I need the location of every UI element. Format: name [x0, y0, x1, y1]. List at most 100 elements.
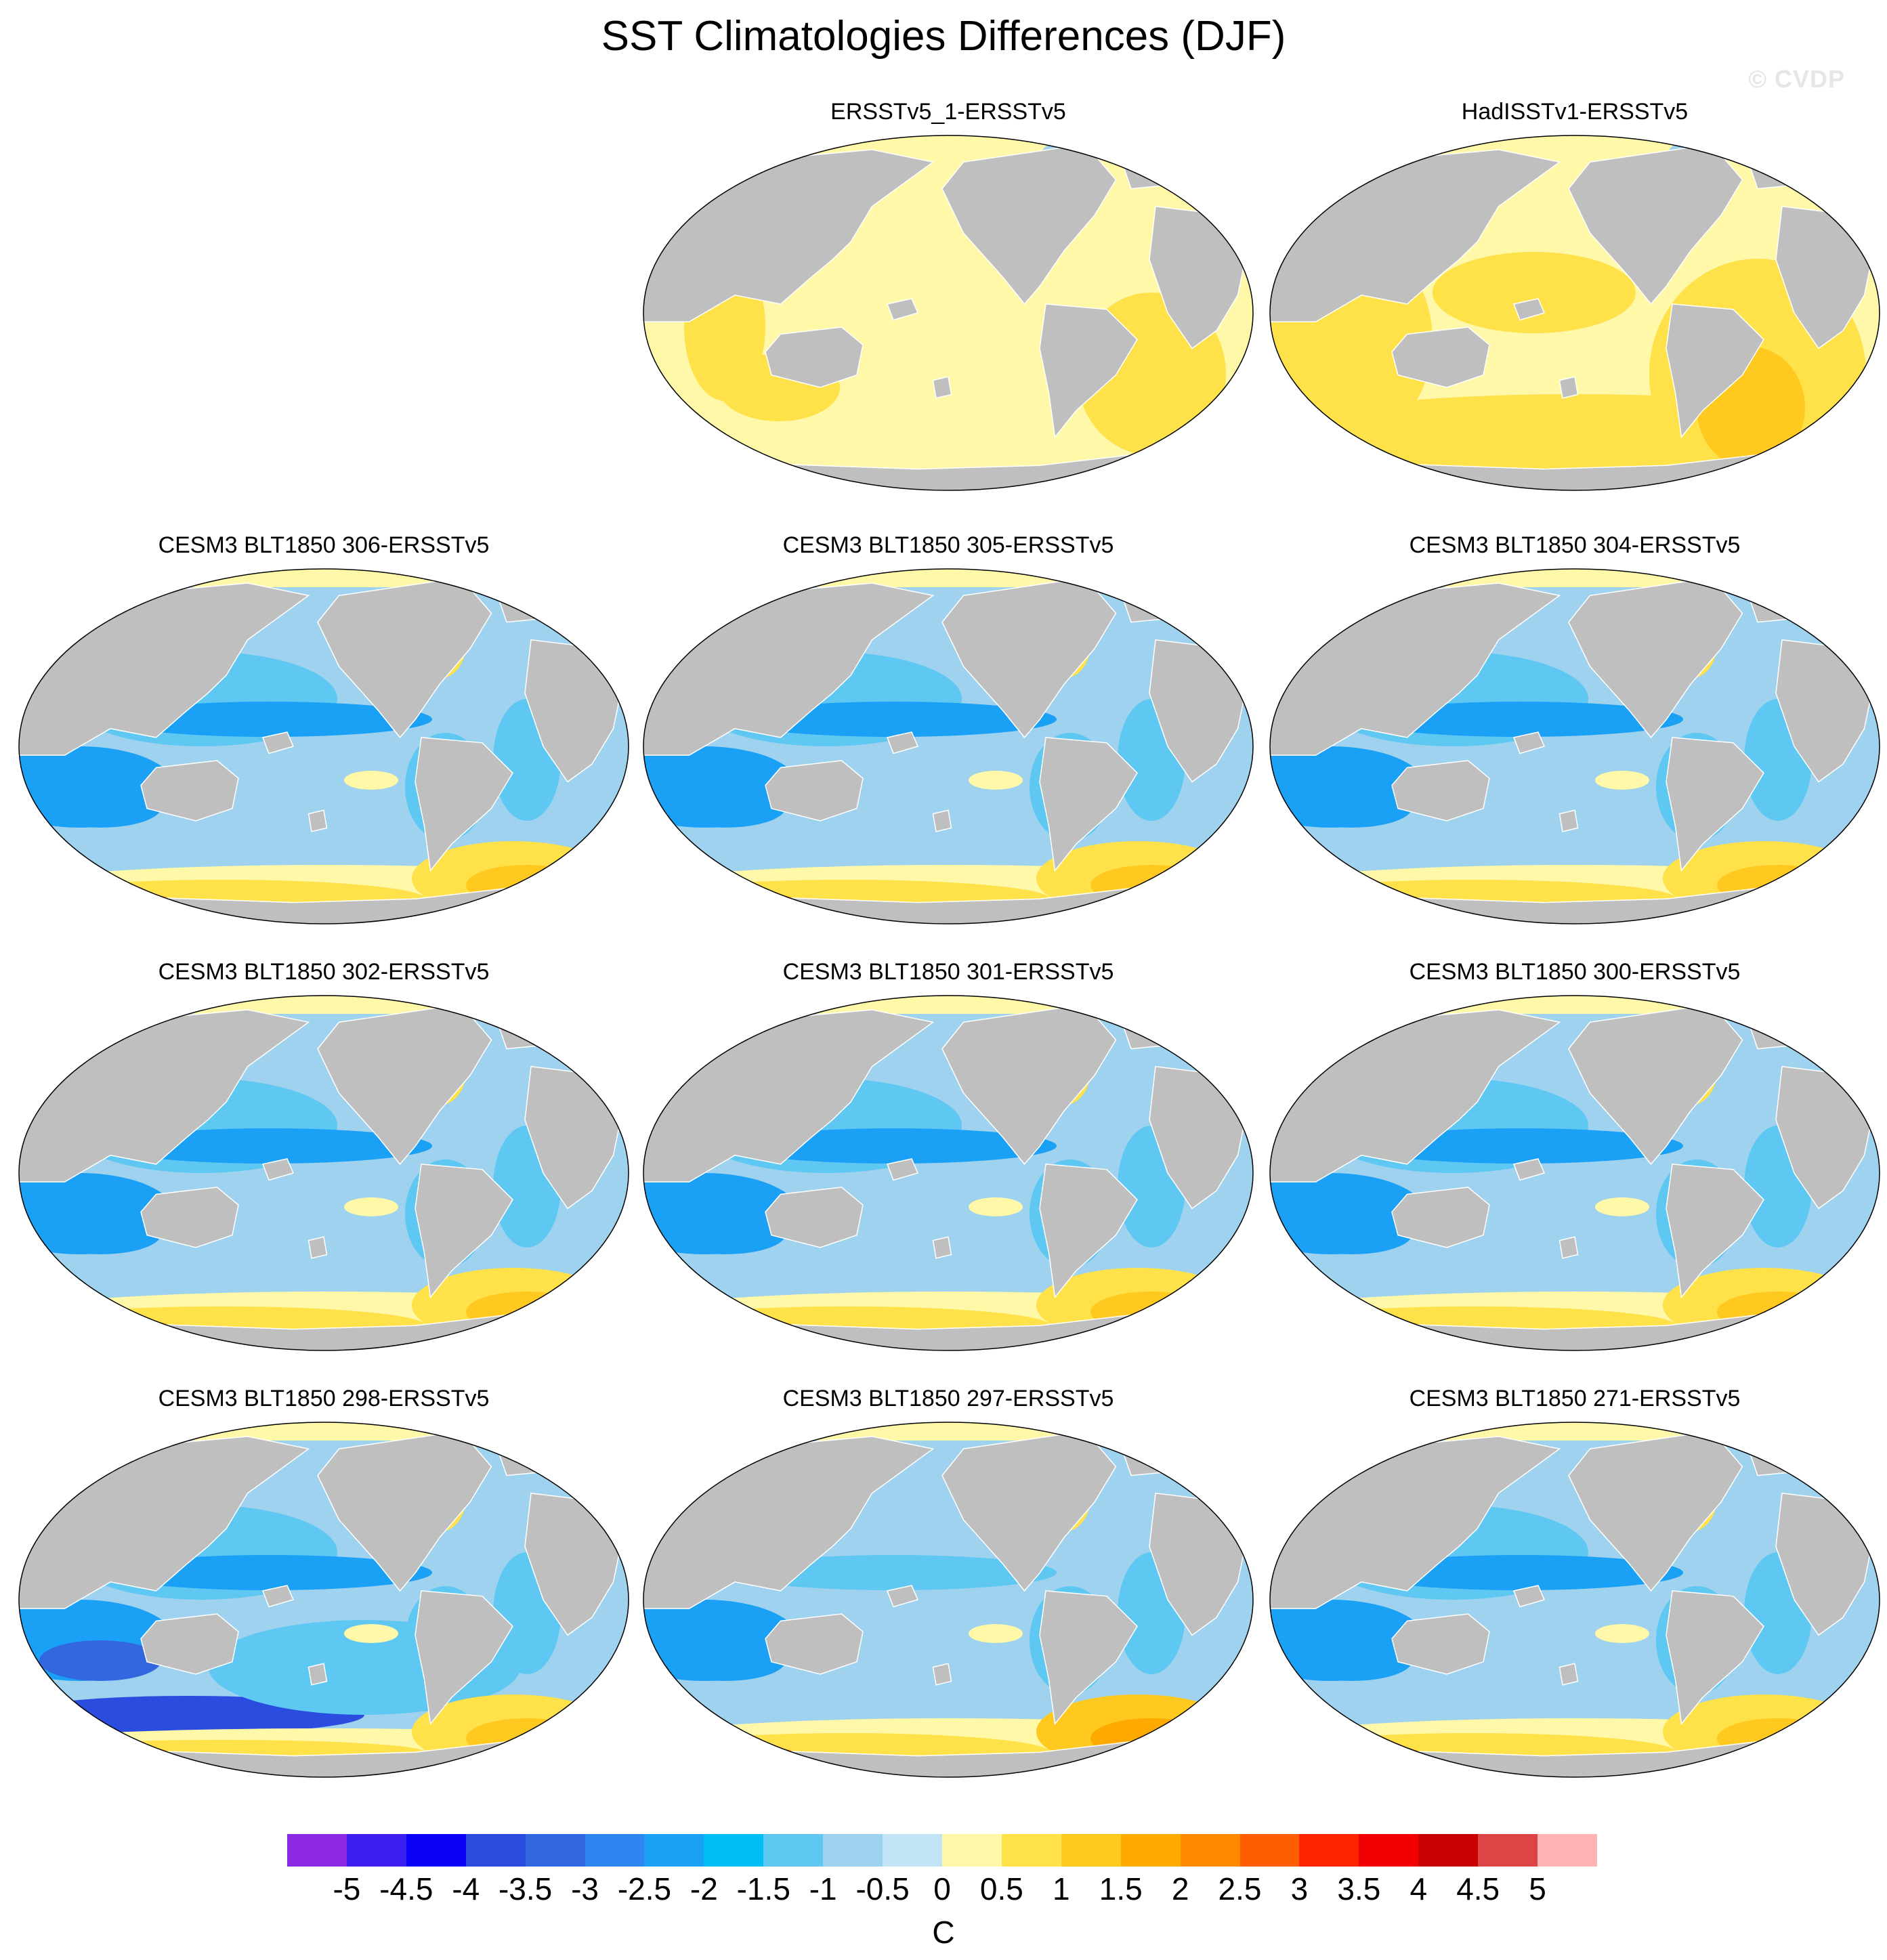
land-nz [932, 1663, 952, 1686]
land-australia [140, 760, 239, 822]
land-nz [1559, 1663, 1579, 1686]
sst-difference-map [643, 568, 1254, 924]
land-islands [1512, 1585, 1546, 1608]
panel-title: CESM3 BLT1850 304-ERSSTv5 [1409, 532, 1741, 558]
map-outline [1269, 1422, 1880, 1778]
colorbar-box [704, 1834, 764, 1867]
land-samerica [1039, 303, 1138, 439]
colorbar-tick-labels: -5 -4.5 -4 -3.5 -3 -2.5 -2 -1.5 -1 -0.5 0 0.5 1 1.5 2 2… [287, 1871, 1597, 1911]
panel-title: CESM3 BLT1850 302-ERSSTv5 [158, 959, 490, 985]
colorbar-box [1359, 1834, 1419, 1867]
colorbar-tick-label: -4.5 [379, 1871, 433, 1906]
land-islands [1512, 1158, 1546, 1181]
land-samerica [1666, 1164, 1764, 1299]
map-outline [18, 568, 629, 924]
land-namerica [1568, 1004, 1743, 1166]
sst-difference-map [1269, 1422, 1880, 1778]
land-islands [886, 298, 919, 321]
panel-title: CESM3 BLT1850 298-ERSSTv5 [158, 1386, 490, 1411]
land-australia [1391, 326, 1490, 388]
colorbar-box [1418, 1834, 1479, 1867]
land-samerica [1666, 303, 1764, 439]
colorbar [287, 1834, 1597, 1867]
panel-title: ERSSTv5_1-ERSSTv5 [830, 99, 1066, 125]
map-outline [18, 995, 629, 1351]
land-australia [765, 326, 864, 388]
land-nz [1559, 809, 1579, 832]
land-nz [932, 1236, 952, 1259]
land-namerica [317, 1004, 492, 1166]
map-outline [643, 568, 1254, 924]
map-panel: CESM3 BLT1850 302-ERSSTv5 [12, 958, 635, 1351]
map-outline [643, 1422, 1254, 1778]
land-islands [886, 1585, 919, 1608]
colorbar-box [1061, 1834, 1121, 1867]
land-samerica [415, 737, 513, 872]
map-outline [1269, 995, 1880, 1351]
map-panel: ERSSTv5_1-ERSSTv5 [637, 98, 1260, 491]
colorbar-tick-label: 1.5 [1099, 1871, 1143, 1906]
land-nz [308, 1236, 328, 1259]
sst-difference-map [18, 1422, 629, 1778]
land-namerica [317, 1430, 492, 1592]
panel-title: CESM3 BLT1850 271-ERSSTv5 [1409, 1386, 1741, 1411]
land-namerica [317, 577, 492, 739]
colorbar-units: C [932, 1915, 955, 1950]
colorbar-tick-label: 3 [1290, 1871, 1309, 1906]
colorbar-box [1538, 1834, 1597, 1867]
colorbar-box [1001, 1834, 1061, 1867]
colorbar-box [1180, 1834, 1240, 1867]
colorbar-tick-label: -2.5 [617, 1871, 672, 1906]
colorbar-tick-label: 3.5 [1337, 1871, 1381, 1906]
colorbar-box [406, 1834, 466, 1867]
panel-title: CESM3 BLT1850 297-ERSSTv5 [782, 1386, 1114, 1411]
colorbar-tick-label: 4 [1409, 1871, 1428, 1906]
colorbar-box [883, 1834, 942, 1867]
land-nz [932, 809, 952, 832]
land-samerica [415, 1590, 513, 1726]
figure-title: SST Climatologies Differences (DJF) [601, 13, 1286, 60]
land-nz [308, 1663, 328, 1686]
sst-difference-map [18, 995, 629, 1351]
map-panel: HadISSTv1-ERSSTv5 [1263, 98, 1886, 491]
map-panel: CESM3 BLT1850 298-ERSSTv5 [12, 1385, 635, 1778]
colorbar-tick-label: -5 [333, 1871, 361, 1906]
land-australia [765, 760, 864, 822]
colorbar-box [644, 1834, 704, 1867]
land-islands [1512, 731, 1546, 754]
colorbar-tick-label: 2 [1171, 1871, 1189, 1906]
colorbar-tick-label: 0 [933, 1871, 951, 1906]
colorbar-tick-label: -0.5 [855, 1871, 910, 1906]
land-samerica [1039, 1590, 1138, 1726]
land-australia [140, 1613, 239, 1675]
colorbar-box [1239, 1834, 1300, 1867]
panel-title: CESM3 BLT1850 300-ERSSTv5 [1409, 959, 1741, 985]
land-nz [932, 376, 952, 399]
colorbar-box [346, 1834, 406, 1867]
colorbar-tick-label: 0.5 [979, 1871, 1023, 1906]
map-panel: CESM3 BLT1850 301-ERSSTv5 [637, 958, 1260, 1351]
colorbar-tick-label: -4 [452, 1871, 480, 1906]
land-australia [140, 1187, 239, 1248]
map-outline [18, 1422, 629, 1778]
colorbar-box [525, 1834, 585, 1867]
map-panel: CESM3 BLT1850 297-ERSSTv5 [637, 1385, 1260, 1778]
colorbar-box [287, 1834, 347, 1867]
land-samerica [1666, 1590, 1764, 1726]
panel-title: CESM3 BLT1850 305-ERSSTv5 [782, 532, 1114, 558]
land-samerica [1039, 1164, 1138, 1299]
land-namerica [941, 577, 1117, 739]
map-outline [1269, 135, 1880, 491]
sst-difference-map [643, 1422, 1254, 1778]
colorbar-tick-label: -3.5 [498, 1871, 553, 1906]
colorbar-box [585, 1834, 645, 1867]
land-nz [1559, 376, 1579, 399]
sst-difference-map [1269, 568, 1880, 924]
land-australia [1391, 1187, 1490, 1248]
land-namerica [941, 144, 1117, 305]
map-panel: CESM3 BLT1850 300-ERSSTv5 [1263, 958, 1886, 1351]
map-panel: CESM3 BLT1850 305-ERSSTv5 [637, 532, 1260, 924]
colorbar-box [763, 1834, 824, 1867]
land-namerica [1568, 144, 1743, 305]
colorbar-tick-label: -1 [809, 1871, 837, 1906]
